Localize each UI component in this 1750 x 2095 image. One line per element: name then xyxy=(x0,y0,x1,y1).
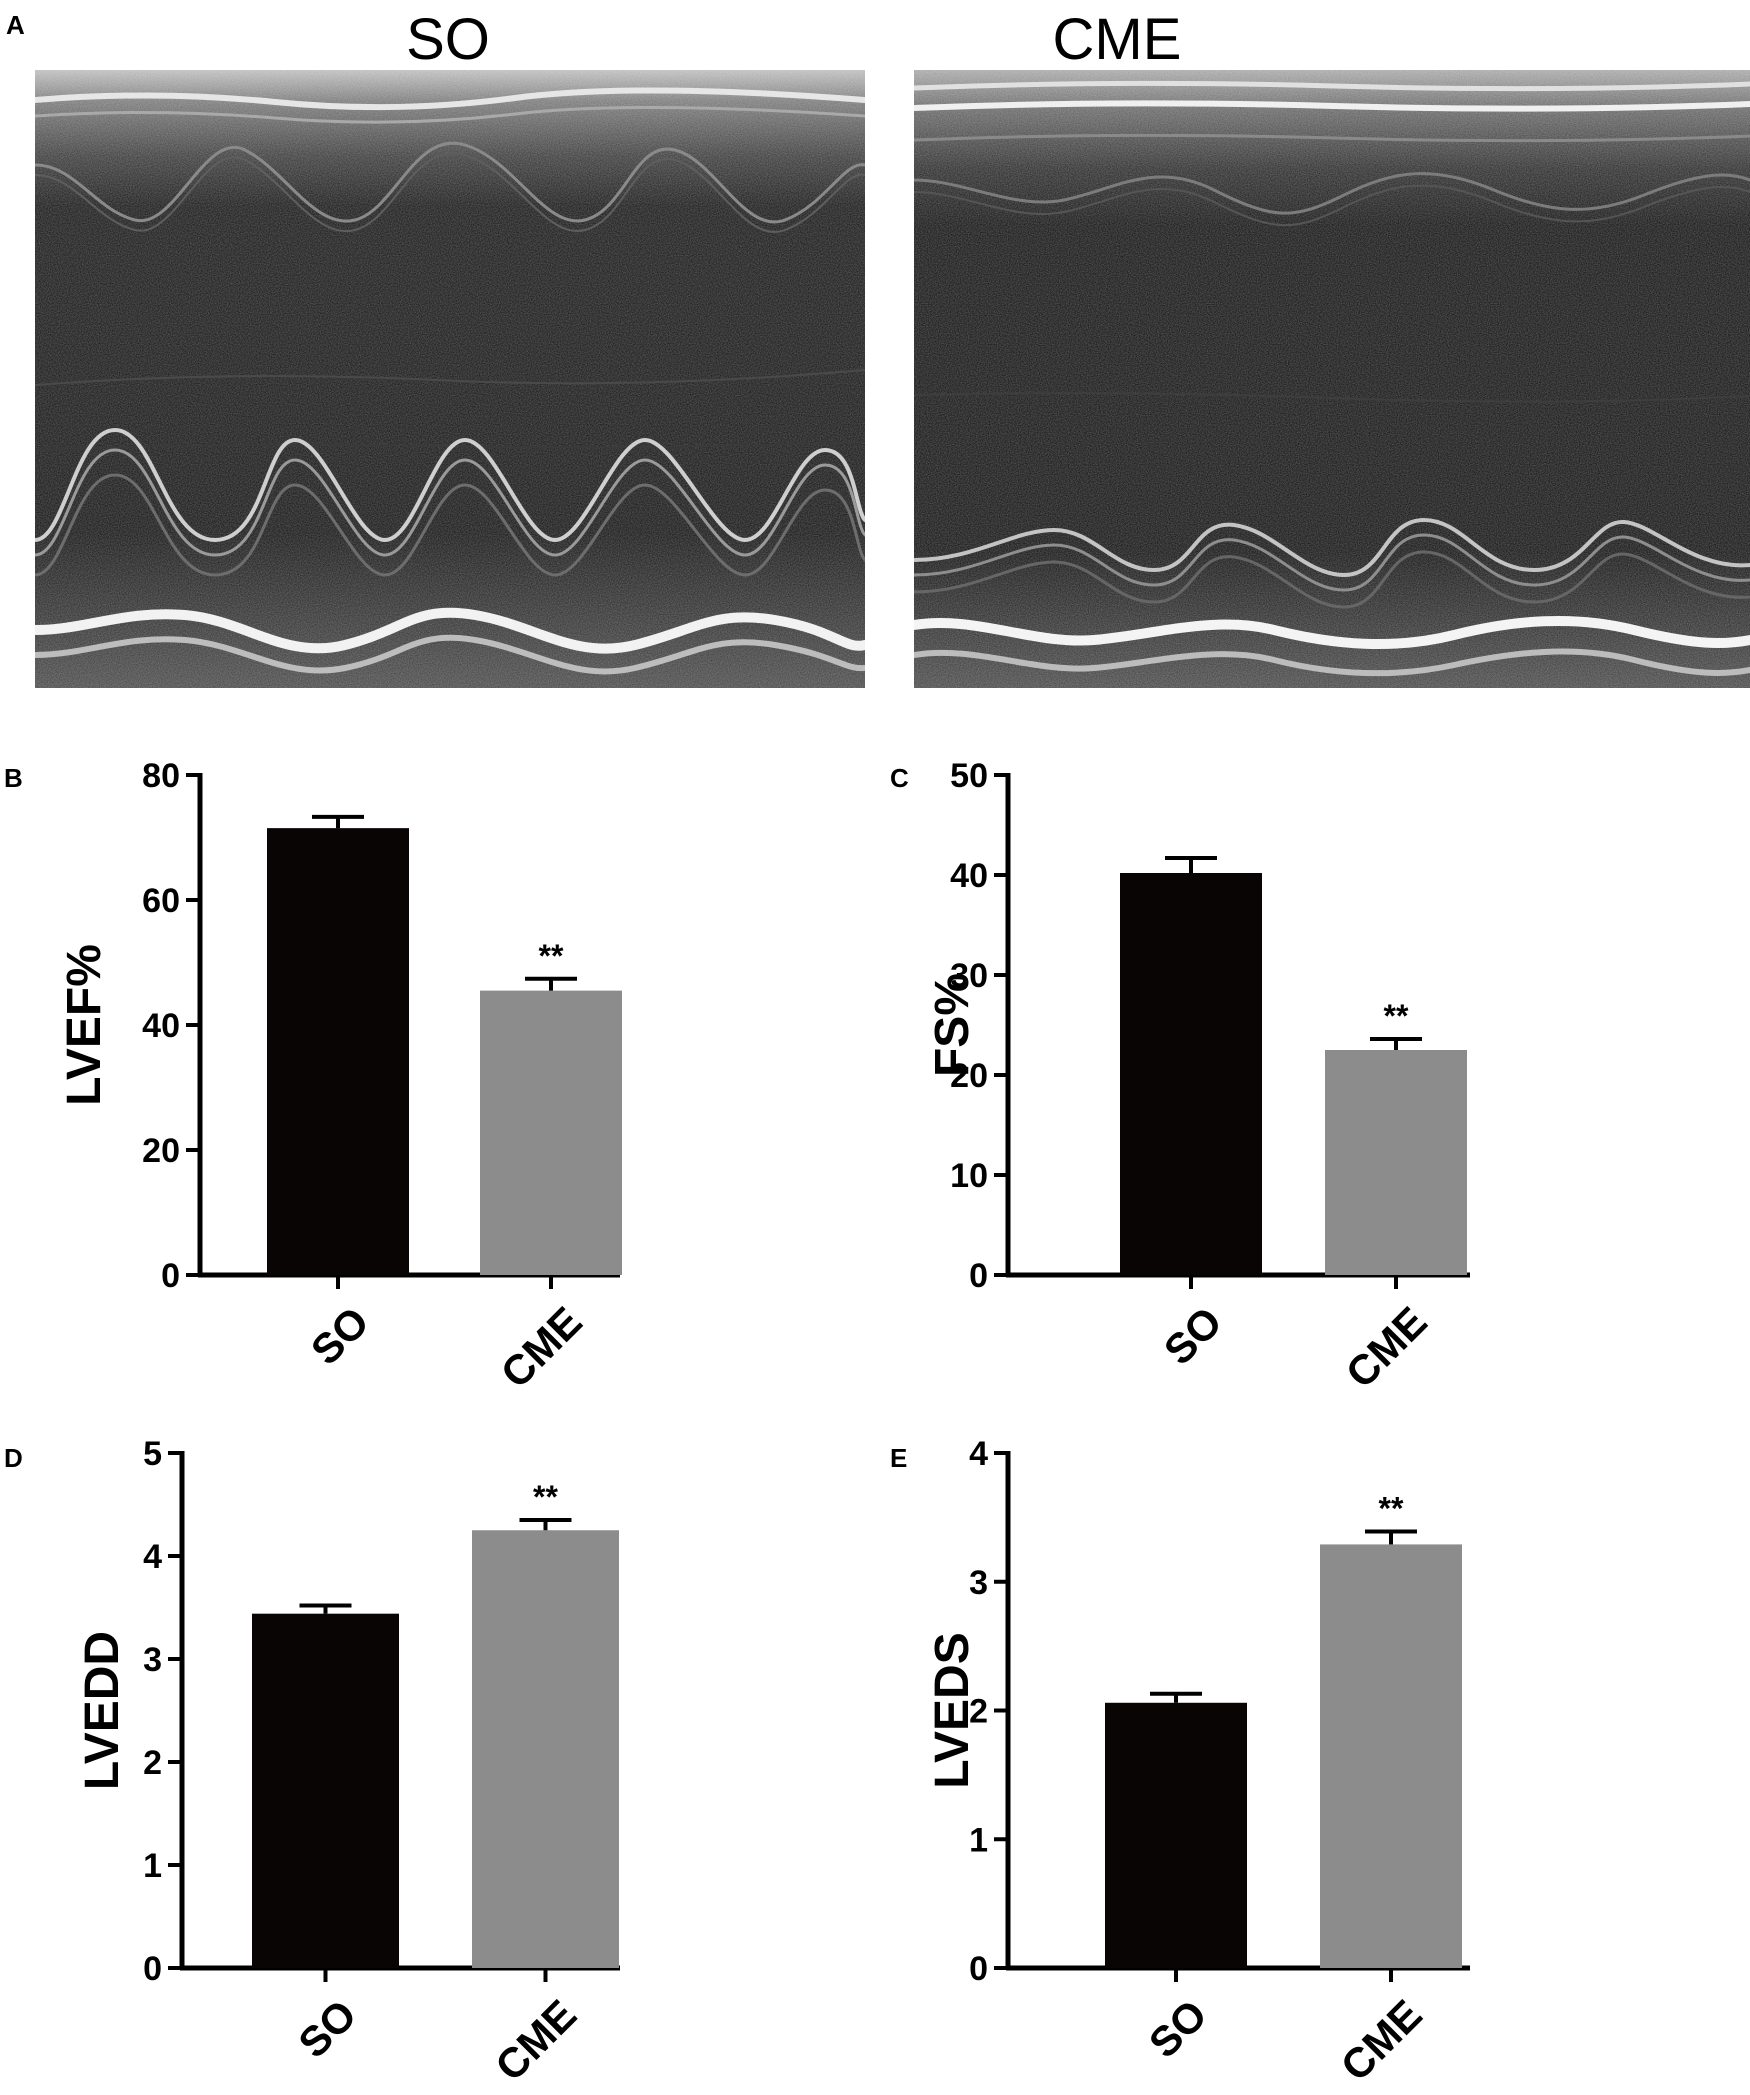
y-tick-label: 3 xyxy=(143,1641,162,1679)
y-tick-label: 4 xyxy=(143,1538,162,1576)
y-tick-label: 4 xyxy=(969,1435,988,1473)
y-tick-label: 1 xyxy=(969,1821,988,1859)
x-tick-label-so: SO xyxy=(302,1298,378,1374)
bar-cme xyxy=(472,1530,619,1968)
significance-annotation: ** xyxy=(1379,1491,1404,1527)
x-tick-label-so: SO xyxy=(1140,1991,1216,2067)
y-axis-label: LVEDD xyxy=(76,1631,129,1790)
y-tick-label: 10 xyxy=(950,1157,988,1195)
bar-so xyxy=(1120,873,1262,1275)
echo-title-cme: CME xyxy=(1052,7,1182,72)
significance-annotation: ** xyxy=(1384,998,1409,1034)
x-tick-label-cme: CME xyxy=(1337,1298,1436,1397)
y-tick-label: 2 xyxy=(143,1744,162,1782)
y-axis-label: FS% xyxy=(926,973,979,1077)
panel-label-b: B xyxy=(4,763,23,793)
significance-annotation: ** xyxy=(539,938,564,974)
bar-cme xyxy=(1325,1050,1467,1275)
echo-image-so xyxy=(35,70,865,688)
y-tick-label: 3 xyxy=(969,1564,988,1602)
bar-so xyxy=(267,828,409,1275)
significance-annotation: ** xyxy=(533,1479,558,1515)
y-tick-label: 5 xyxy=(143,1435,162,1473)
bar-cme xyxy=(1320,1544,1462,1968)
echo-title-so: SO xyxy=(406,7,490,72)
y-tick-label: 0 xyxy=(969,1257,988,1295)
panel-label-c: C xyxy=(890,763,909,793)
bar-cme xyxy=(480,990,622,1275)
y-axis-label: LVEF% xyxy=(58,944,111,1106)
panel-label-e: E xyxy=(890,1443,908,1473)
y-tick-label: 20 xyxy=(950,1057,988,1095)
y-tick-label: 40 xyxy=(142,1007,180,1045)
panel-label-a: A xyxy=(6,10,25,40)
bar-so xyxy=(252,1613,399,1968)
y-tick-label: 50 xyxy=(950,757,988,795)
y-tick-label: 0 xyxy=(161,1257,180,1295)
y-tick-label: 30 xyxy=(950,957,988,995)
bar-so xyxy=(1105,1702,1247,1968)
y-tick-label: 2 xyxy=(969,1693,988,1731)
y-tick-label: 20 xyxy=(142,1132,180,1170)
y-tick-label: 1 xyxy=(143,1847,162,1885)
x-tick-label-cme: CME xyxy=(486,1991,585,2090)
y-tick-label: 0 xyxy=(969,1950,988,1988)
y-tick-label: 60 xyxy=(142,882,180,920)
panel-label-d: D xyxy=(4,1443,23,1473)
y-axis-label: LVEDS xyxy=(926,1632,979,1788)
y-tick-label: 80 xyxy=(142,757,180,795)
y-tick-label: 0 xyxy=(143,1950,162,1988)
x-tick-label-so: SO xyxy=(1155,1298,1231,1374)
x-tick-label-cme: CME xyxy=(492,1298,591,1397)
echo-image-cme xyxy=(914,70,1750,688)
y-tick-label: 40 xyxy=(950,857,988,895)
x-tick-label-so: SO xyxy=(289,1991,365,2067)
x-tick-label-cme: CME xyxy=(1332,1991,1431,2090)
